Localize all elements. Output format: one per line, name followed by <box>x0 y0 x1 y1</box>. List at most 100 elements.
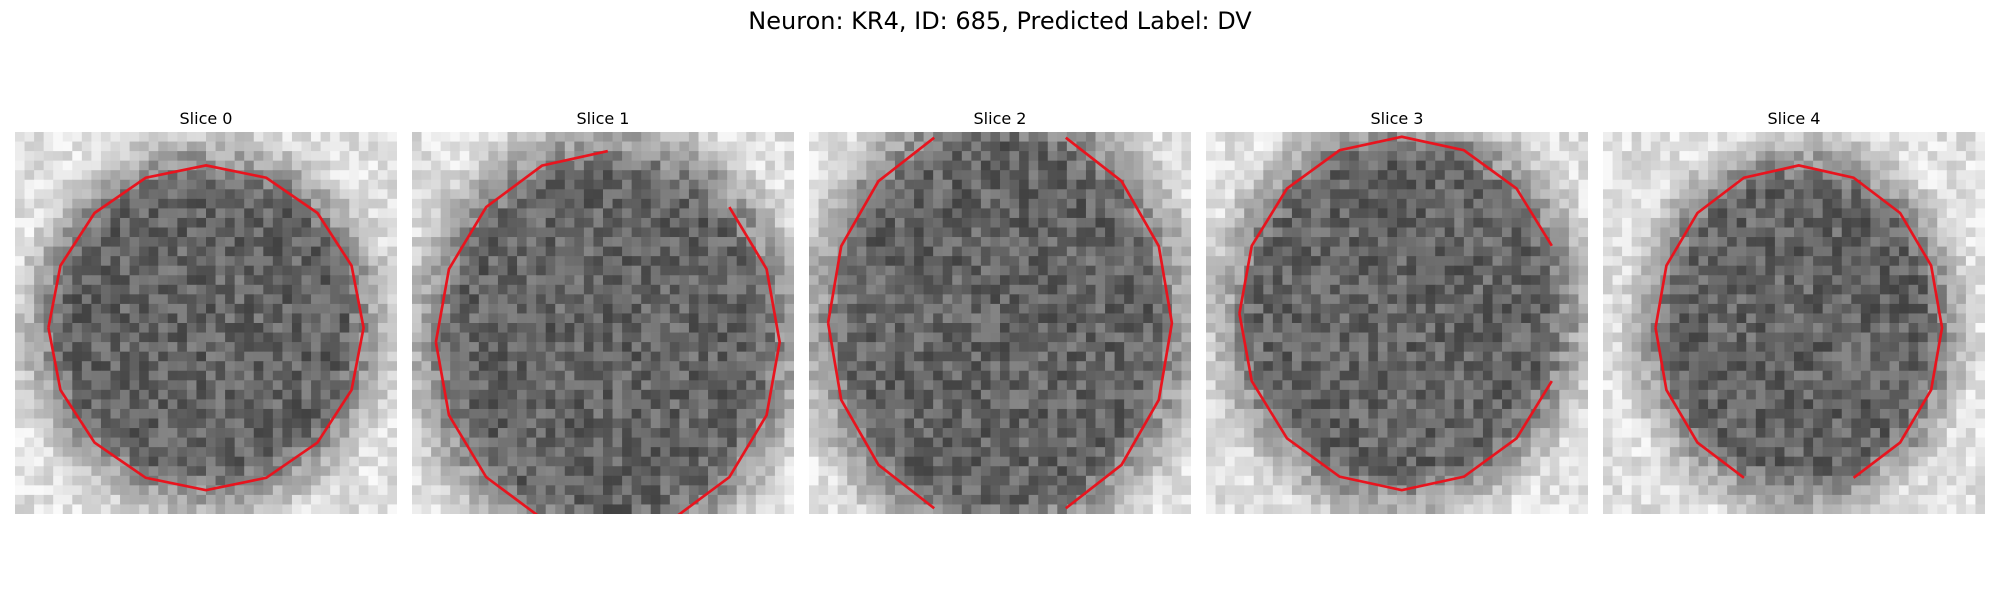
pixel <box>914 342 924 353</box>
pixel <box>1047 189 1058 200</box>
pixel <box>167 447 178 458</box>
pixel <box>339 389 350 400</box>
pixel <box>1038 323 1049 333</box>
pixel <box>837 132 848 142</box>
pixel <box>1181 485 1191 496</box>
pixel <box>349 265 360 276</box>
pixel <box>301 437 312 448</box>
pixel <box>263 342 274 353</box>
pixel <box>148 141 159 152</box>
pixel <box>412 246 422 257</box>
pixel <box>234 475 245 486</box>
pixel <box>349 332 360 343</box>
pixel <box>225 198 236 209</box>
pixel <box>91 323 102 333</box>
pixel <box>990 275 1001 286</box>
pixel <box>291 294 302 305</box>
pixel <box>15 313 25 324</box>
pixel <box>1133 332 1144 343</box>
pixel <box>593 179 604 190</box>
pixel <box>507 151 518 162</box>
pixel <box>1171 151 1182 162</box>
pixel <box>746 303 757 314</box>
pixel <box>660 437 671 448</box>
pixel <box>72 246 83 257</box>
pixel <box>837 198 848 209</box>
pixel <box>847 275 858 286</box>
pixel <box>885 132 896 142</box>
pixel <box>206 217 216 228</box>
pixel <box>717 494 728 505</box>
pixel <box>440 189 451 200</box>
pixel <box>1114 217 1125 228</box>
pixel <box>1009 256 1020 267</box>
pixel <box>1114 437 1125 448</box>
pixel <box>517 141 527 152</box>
pixel <box>206 227 216 238</box>
pixel <box>650 370 661 381</box>
pixel <box>225 313 236 324</box>
pixel <box>225 456 236 467</box>
pixel <box>15 408 25 419</box>
pixel <box>339 370 350 381</box>
pixel <box>431 237 442 247</box>
pixel <box>1038 428 1049 438</box>
pixel <box>679 389 690 400</box>
pixel <box>339 504 350 514</box>
pixel <box>583 456 594 467</box>
pixel <box>320 275 331 286</box>
pixel <box>1416 151 1427 162</box>
pixel <box>875 504 886 514</box>
pixel <box>593 237 604 247</box>
pixel <box>339 237 350 247</box>
pixel <box>517 313 527 324</box>
pixel <box>708 284 718 295</box>
pixel <box>1152 332 1163 343</box>
pixel <box>755 227 766 238</box>
pixel <box>847 256 858 267</box>
pixel <box>129 160 140 171</box>
pixel <box>555 428 566 438</box>
pixel <box>507 399 518 410</box>
pixel <box>206 198 216 209</box>
pixel <box>431 294 442 305</box>
pixel <box>311 380 321 391</box>
pixel <box>517 284 527 295</box>
pixel <box>387 380 397 391</box>
pixel <box>377 132 388 142</box>
pixel <box>488 389 499 400</box>
pixel <box>717 485 728 496</box>
pixel <box>1368 141 1379 152</box>
pixel <box>412 132 422 142</box>
pixel <box>244 389 255 400</box>
pixel <box>1133 132 1144 142</box>
pixel <box>377 428 388 438</box>
pixel <box>450 466 461 477</box>
pixel <box>206 294 216 305</box>
pixel <box>961 237 972 247</box>
pixel <box>339 342 350 353</box>
pixel <box>574 189 585 200</box>
pixel <box>866 380 877 391</box>
pixel <box>206 504 216 514</box>
pixel <box>1028 151 1039 162</box>
pixel <box>469 475 480 486</box>
pixel <box>431 141 442 152</box>
pixel <box>961 361 972 372</box>
pixel <box>139 227 150 238</box>
pixel <box>377 504 388 514</box>
pixel <box>1000 151 1010 162</box>
pixel <box>234 370 245 381</box>
pixel <box>990 408 1001 419</box>
pixel <box>1000 256 1010 267</box>
pixel <box>517 370 527 381</box>
pixel <box>660 428 671 438</box>
pixel <box>349 237 360 247</box>
pixel <box>526 370 537 381</box>
pixel <box>669 351 680 362</box>
pixel <box>679 351 690 362</box>
pixel <box>1162 361 1173 372</box>
pixel <box>545 246 556 257</box>
pixel <box>225 447 236 458</box>
pixel <box>1181 447 1191 458</box>
